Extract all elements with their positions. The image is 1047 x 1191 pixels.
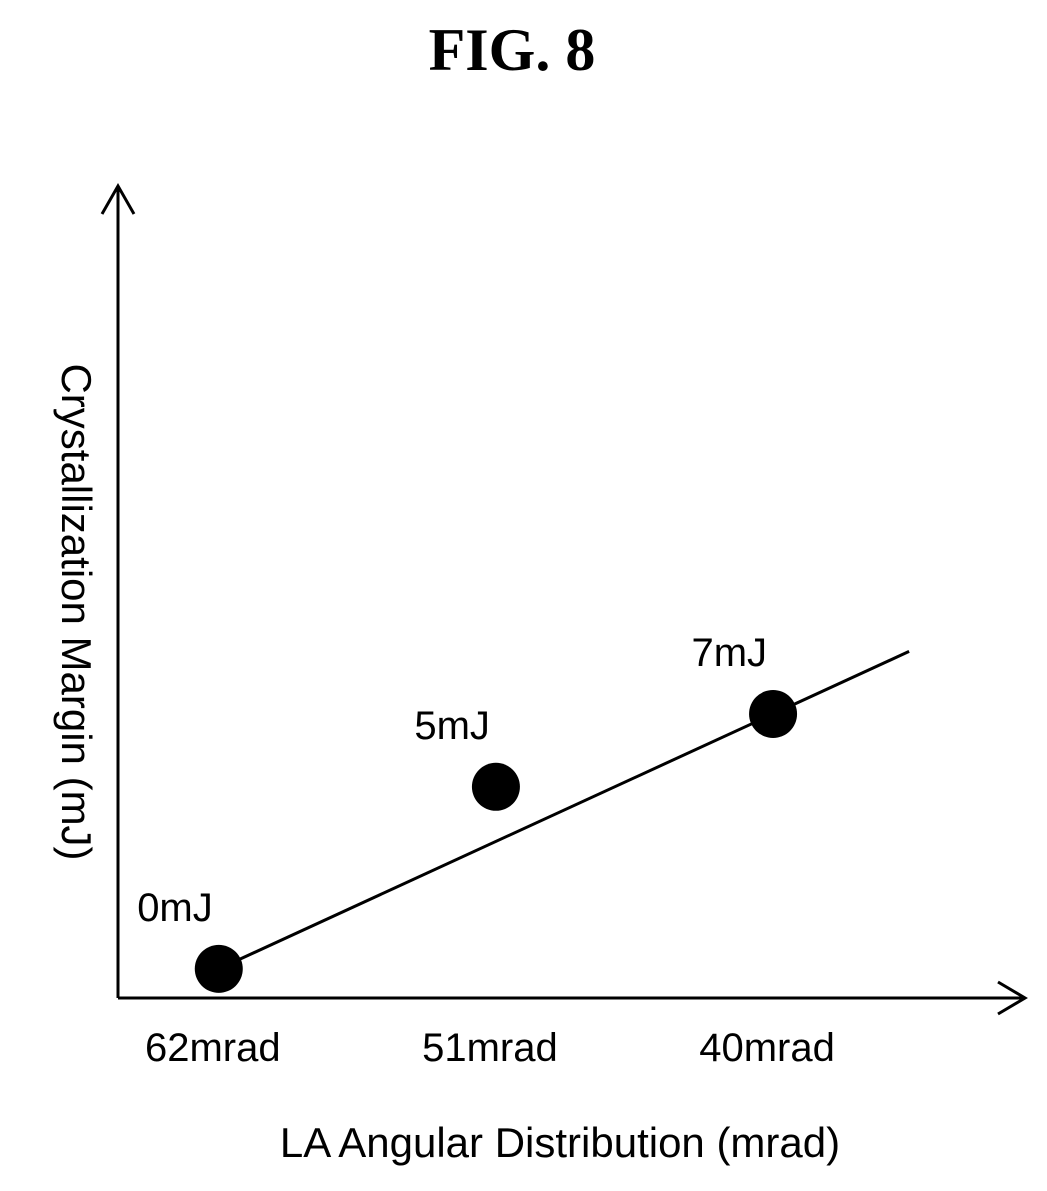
data-point-label: 7mJ bbox=[691, 631, 767, 675]
trend-line bbox=[218, 650, 910, 971]
x-tick-label: 40mrad bbox=[699, 1026, 835, 1070]
trend-line-layer bbox=[218, 650, 910, 971]
data-point bbox=[471, 762, 520, 811]
y-axis bbox=[100, 182, 136, 998]
x-axis-label: LA Angular Distribution (mrad) bbox=[280, 1119, 840, 1166]
figure-title: FIG. 8 bbox=[429, 17, 596, 83]
x-tick-label: 62mrad bbox=[145, 1026, 281, 1070]
data-points-layer: 0mJ 5mJ 7mJ bbox=[137, 631, 798, 993]
data-point-label: 0mJ bbox=[137, 886, 213, 930]
y-axis-arrowhead bbox=[100, 182, 136, 215]
x-axis bbox=[118, 980, 1028, 1016]
data-point bbox=[749, 689, 798, 738]
x-tick-labels: 62mrad 51mrad 40mrad bbox=[145, 1026, 835, 1070]
y-axis-label: Crystallization Margin (mJ) bbox=[53, 363, 100, 860]
data-point-label: 5mJ bbox=[414, 704, 490, 748]
x-tick-label: 51mrad bbox=[422, 1026, 558, 1070]
data-point bbox=[194, 944, 243, 993]
x-axis-arrowhead bbox=[997, 980, 1028, 1016]
